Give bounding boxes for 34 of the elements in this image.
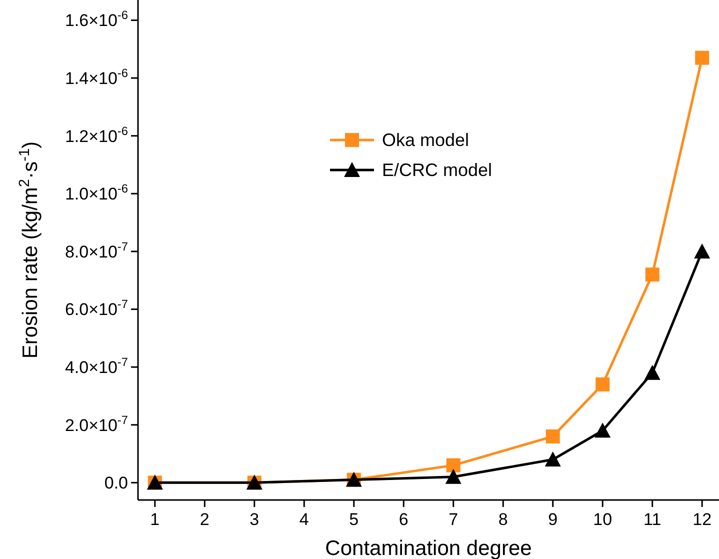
point xyxy=(645,268,660,282)
y-tick-label: 6.0×10$^{-7}$ xyxy=(64,297,128,320)
x-tick-label: 5 xyxy=(349,510,359,529)
x-tick-label: 4 xyxy=(299,510,309,529)
legend-label: E/CRC model xyxy=(382,160,492,180)
x-tick-label: 3 xyxy=(250,510,260,529)
point xyxy=(596,377,610,392)
legend-label: Oka model xyxy=(382,130,470,150)
x-tick-label: 10 xyxy=(593,510,612,529)
x-axis-title: Contamination degree xyxy=(325,537,532,559)
x-tick-label: 12 xyxy=(692,510,712,529)
x-tick-label: 11 xyxy=(644,510,662,529)
point xyxy=(694,243,710,258)
x-tick-label: 2 xyxy=(200,510,210,529)
y-tick-label: 2.0×10$^{-7}$ xyxy=(64,412,128,435)
x-tick-label: 7 xyxy=(448,510,458,529)
y-tick-label: 1.2×10$^{-6}$ xyxy=(64,124,128,146)
point xyxy=(546,429,560,444)
y-tick-label: 8.0×10$^{-7}$ xyxy=(64,239,128,262)
point xyxy=(445,468,462,484)
y-tick-label: 1.4×10$^{-6}$ xyxy=(64,66,128,88)
point xyxy=(544,452,561,467)
y-tick-label: 0.0 xyxy=(104,474,128,493)
x-tick-label: 6 xyxy=(398,510,408,529)
x-tick-label: 8 xyxy=(498,510,508,529)
y-tick-label: 1.0×10$^{-6}$ xyxy=(64,182,128,204)
point xyxy=(644,364,660,380)
point xyxy=(594,422,611,438)
x-tick-label: 1 xyxy=(150,510,160,529)
y-tick-label: 4.0×10$^{-7}$ xyxy=(64,355,128,378)
x-tick-label: 9 xyxy=(548,510,558,529)
y-tick-label: 1.6×10$^{-6}$ xyxy=(64,8,128,30)
point xyxy=(695,50,710,65)
point xyxy=(446,458,460,472)
